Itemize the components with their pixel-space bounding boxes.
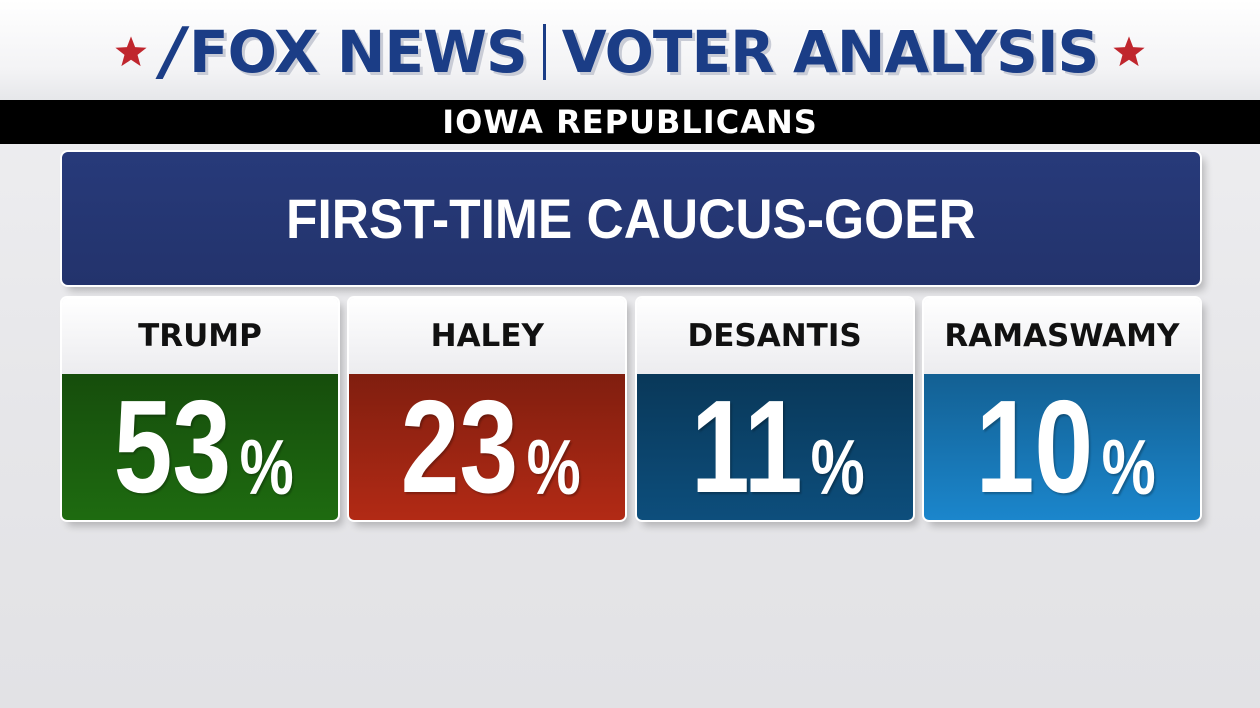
star-icon <box>115 36 147 67</box>
header: / FOX NEWS VOTER ANALYSIS <box>0 0 1260 100</box>
fox-logo-slash: / <box>161 15 186 89</box>
percent-sign: % <box>810 423 865 511</box>
percent-sign: % <box>1101 423 1156 511</box>
candidate-value-bar: 23% <box>349 373 626 520</box>
candidate-card-haley: HALEY 23% <box>349 298 626 520</box>
chart-title-panel: FIRST-TIME CAUCUS-GOER <box>62 152 1200 285</box>
candidate-name: DESANTIS <box>636 298 913 374</box>
percent-sign: % <box>239 423 294 511</box>
percent-sign: % <box>526 423 581 511</box>
brand-right-text: VOTER ANALYSIS <box>561 18 1100 86</box>
candidate-value-bar: 10% <box>923 373 1200 520</box>
candidate-card-trump: TRUMP 53% <box>62 298 338 520</box>
candidate-results: TRUMP 53% HALEY 23% DESANTIS 11% RAMASWAMY 10% <box>62 298 1200 520</box>
candidate-value-label: 11 <box>691 373 803 520</box>
subtitle-text: IOWA REPUBLICANS <box>442 103 818 141</box>
candidate-value-label: 10 <box>975 373 1093 520</box>
candidate-name: HALEY <box>349 298 626 374</box>
candidate-value-label: 23 <box>400 373 519 520</box>
candidate-value-bar: 11% <box>636 373 913 520</box>
star-icon <box>1113 36 1145 67</box>
candidate-name: TRUMP <box>62 298 338 374</box>
brand-lockup: / FOX NEWS VOTER ANALYSIS <box>0 14 1260 90</box>
chart-title: FIRST-TIME CAUCUS-GOER <box>286 187 976 250</box>
candidate-value-label: 53 <box>113 373 232 520</box>
brand-divider <box>542 24 546 80</box>
candidate-value-bar: 53% <box>62 374 338 520</box>
subtitle-bar: IOWA REPUBLICANS <box>0 100 1260 144</box>
candidate-name: RAMASWAMY <box>923 298 1200 374</box>
candidate-card-ramaswamy: RAMASWAMY 10% <box>923 298 1200 520</box>
brand-left-text: FOX NEWS <box>189 18 528 86</box>
candidate-card-desantis: DESANTIS 11% <box>636 298 913 520</box>
